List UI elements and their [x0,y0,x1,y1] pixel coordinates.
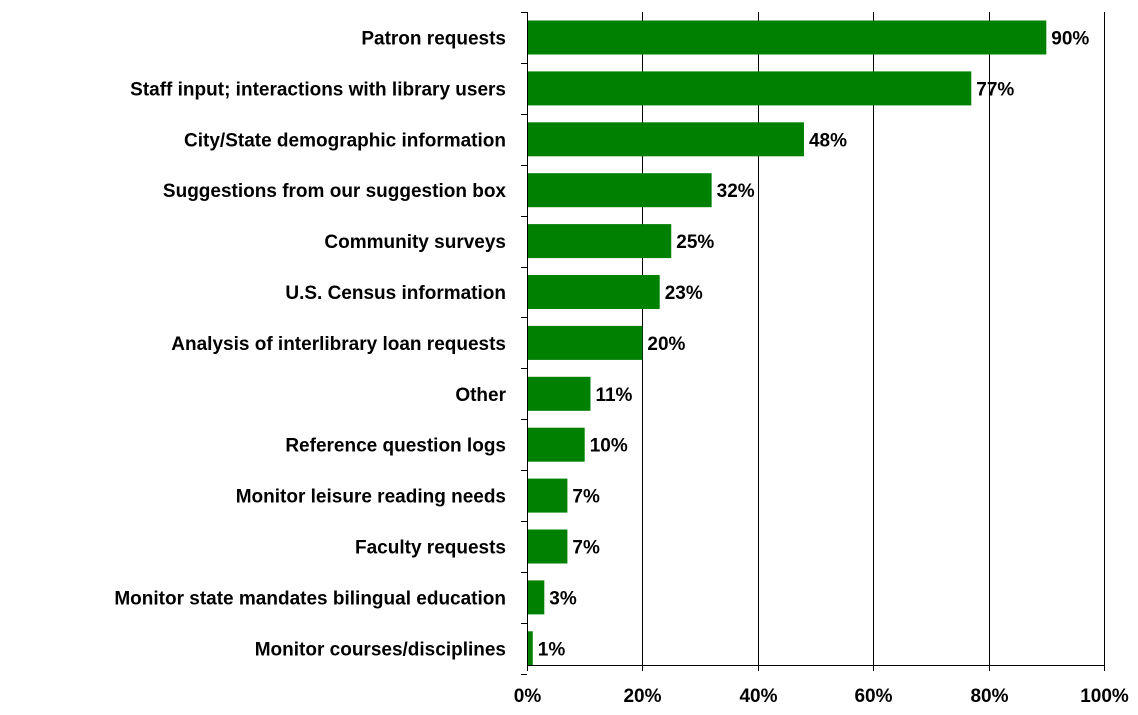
x-tick-label: 40% [739,686,777,707]
category-label: Staff input; interactions with library u… [130,79,506,100]
x-tick-label: 0% [514,686,542,707]
category-label: Monitor leisure reading needs [236,487,506,508]
category-label: Other [455,385,506,406]
bar [528,376,591,411]
bar [528,529,568,564]
bars [528,20,1047,666]
data-label: 25% [676,232,714,253]
category-label: Monitor courses/disciplines [255,639,506,660]
category-label: Community surveys [324,232,506,253]
data-label: 3% [549,588,577,609]
bar [528,325,643,360]
category-labels: Patron requests Staff input; interactions… [114,29,506,661]
value-labels: 90% 77% 48% 32% 25% 23% 20% 11% 10% 7% 7% 3% 1% [538,29,1090,661]
data-label: 11% [595,385,632,406]
x-tick-label: 80% [970,686,1008,707]
data-label: 20% [647,334,685,355]
bar [528,224,672,259]
category-label: Suggestions from our suggestion box [163,181,507,202]
bar [528,478,568,513]
x-tick-label: 60% [854,686,892,707]
bar [528,427,585,462]
x-tick-label: 20% [623,686,661,707]
data-label: 10% [590,436,628,457]
axes [521,12,1105,675]
x-tick-label: 100% [1080,686,1129,707]
category-label: Analysis of interlibrary loan requests [171,334,506,355]
category-label: Faculty requests [355,538,506,559]
bar [528,275,660,309]
data-label: 90% [1051,29,1089,50]
data-label: 48% [809,130,847,151]
category-label: Monitor state mandates bilingual educati… [114,588,506,609]
bar [528,580,545,615]
bar [528,20,1047,55]
data-label: 77% [976,79,1014,100]
gridlines [642,12,1105,665]
category-label: Reference question logs [285,436,506,457]
data-label: 23% [665,283,703,304]
bar [528,173,712,208]
category-label: Patron requests [361,29,506,50]
bar [528,631,533,666]
bar [528,71,972,106]
category-label: City/State demographic information [184,130,506,151]
bar [528,122,804,157]
data-label: 7% [572,538,600,559]
category-label: U.S. Census information [285,283,506,304]
data-label: 1% [538,639,566,660]
x-tick-labels: 0% 20% 40% 60% 80% 100% [514,686,1129,707]
data-label: 32% [717,181,755,202]
data-label: 7% [572,487,600,508]
